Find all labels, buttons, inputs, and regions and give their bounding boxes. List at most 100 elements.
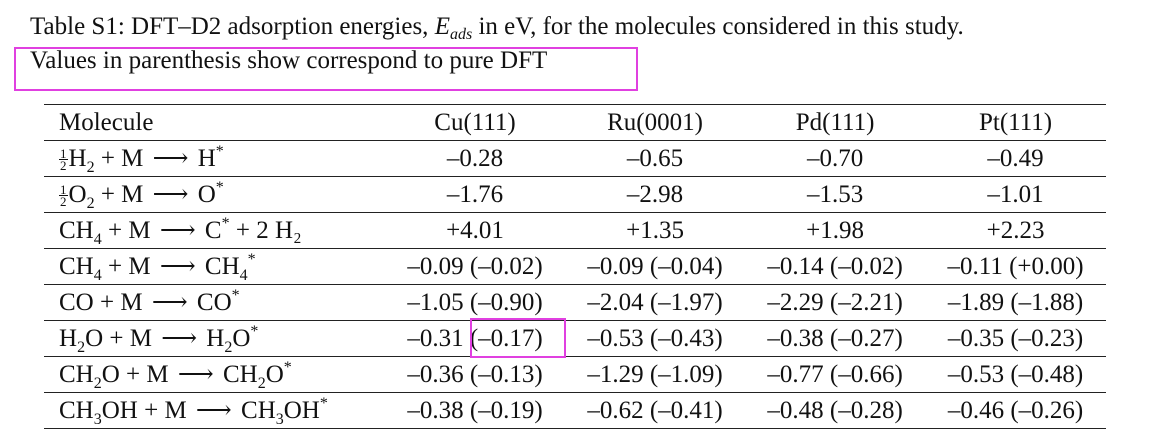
fraction-denominator: 2 xyxy=(60,194,67,210)
product-subscript: 3 xyxy=(275,410,284,428)
reaction-middle: + M xyxy=(119,360,175,388)
product-tail: O xyxy=(265,360,284,388)
reaction-cell: CO + M ⟶ CO* xyxy=(44,284,385,321)
adsorbed-marker: * xyxy=(231,286,240,304)
table-caption: Table S1: DFT–D2 adsorption energies, Ea… xyxy=(30,10,1120,78)
value-ru0001: +1.35 xyxy=(565,212,746,249)
reactant: O xyxy=(68,180,87,208)
reaction-cell: CH3OH + M ⟶ CH3OH* xyxy=(44,392,385,429)
value-ru0001: –2.04 (–1.97) xyxy=(565,284,746,321)
reactant-subscript: 2 xyxy=(86,158,95,176)
table-row: CH2O + M ⟶ CH2O* –0.36 (–0.13) –1.29 (–1.0… xyxy=(44,356,1106,393)
reaction-arrow: ⟶ xyxy=(151,288,188,316)
value-pd111: –0.14 (–0.02) xyxy=(745,248,926,285)
reaction-arrow: ⟶ xyxy=(195,396,232,424)
table-row: CH4 + M ⟶ CH4* –0.09 (–0.02) –0.09 (–0.04)… xyxy=(44,248,1106,285)
fraction-numerator: 1 xyxy=(59,146,68,162)
reactant-subscript: 2 xyxy=(86,194,95,212)
caption-text: Table S1: DFT–D2 adsorption energies, xyxy=(30,13,435,40)
value-pd111: –0.70 xyxy=(745,140,926,177)
caption-line-1: Table S1: DFT–D2 adsorption energies, Ea… xyxy=(30,10,1120,44)
reaction-arrow: ⟶ xyxy=(152,180,189,208)
value-ru0001: –1.29 (–1.09) xyxy=(565,356,746,393)
reactant: CH xyxy=(59,360,94,388)
product-subscript: 2 xyxy=(224,338,233,356)
reactant-tail: O xyxy=(101,360,120,388)
product: H xyxy=(200,324,225,352)
adsorbed-marker: * xyxy=(221,214,230,232)
adsorbed-marker: * xyxy=(250,322,259,340)
reactant-tail: OH xyxy=(101,396,138,424)
product: H xyxy=(191,144,216,172)
adsorption-energy-table: Molecule Cu(111) Ru(0001) Pd(111) Pt(111… xyxy=(44,104,1106,429)
value-pd111: –0.77 (–0.66) xyxy=(745,356,926,393)
reactant-subscript: 2 xyxy=(93,374,102,392)
header-row: Molecule Cu(111) Ru(0001) Pd(111) Pt(111… xyxy=(44,104,1106,141)
reactant-subscript: 4 xyxy=(93,266,102,284)
reaction-cell: CH4 + M ⟶ C* + 2 H₂ xyxy=(44,212,385,249)
reaction-middle: + M xyxy=(101,252,157,280)
value-ru0001: –0.53 (–0.43) xyxy=(565,320,746,357)
reaction-middle: + M xyxy=(101,216,157,244)
product-tail: O xyxy=(232,324,251,352)
reaction-cell: CH4 + M ⟶ CH4* xyxy=(44,248,385,285)
value-cu111: –1.76 xyxy=(385,176,566,213)
value-pd111: +1.98 xyxy=(745,212,926,249)
reaction-middle: + M xyxy=(94,144,150,172)
reaction-arrow: ⟶ xyxy=(177,360,214,388)
table-row: CO + M ⟶ CO* –1.05 (–0.90) –2.04 (–1.97) –2… xyxy=(44,284,1106,321)
adsorbed-marker: * xyxy=(319,394,328,412)
adsorbed-marker: * xyxy=(247,250,256,268)
value-pd111: –0.48 (–0.28) xyxy=(745,392,926,429)
adsorbed-marker: * xyxy=(283,358,292,376)
reaction-cell: 1 2 H2 + M ⟶ H* xyxy=(44,140,385,177)
header-pd111: Pd(111) xyxy=(745,104,926,141)
product: CO xyxy=(190,288,232,316)
value-cu111: –1.05 (–0.90) xyxy=(385,284,566,321)
cell-highlight-box xyxy=(470,318,566,358)
value-cu111: –0.31 (–0.17) xyxy=(385,320,566,357)
table-row: H2O + M ⟶ H2O* –0.31 (–0.17) –0.53 (–0.43)… xyxy=(44,320,1106,357)
value-cu111: +4.01 xyxy=(385,212,566,249)
reaction-middle: + M xyxy=(94,180,150,208)
product-tail: OH xyxy=(283,396,320,424)
product-subscript: 4 xyxy=(239,266,248,284)
fraction-denominator: 2 xyxy=(60,158,67,174)
value-pt111: –1.01 xyxy=(925,176,1106,213)
reaction-middle: + M xyxy=(103,324,159,352)
table-row: 1 2 H2 + M ⟶ H* –0.28 –0.65 –0.70 –0.49 xyxy=(44,140,1106,177)
value-pt111: –0.53 (–0.48) xyxy=(925,356,1106,393)
product: C xyxy=(198,216,222,244)
value-ru0001: –2.98 xyxy=(565,176,746,213)
value-ru0001: –0.62 (–0.41) xyxy=(565,392,746,429)
reactant-subscript: 3 xyxy=(93,410,102,428)
reactant-subscript: 2 xyxy=(77,338,86,356)
value-pt111: –0.11 (+0.00) xyxy=(925,248,1106,285)
energy-symbol-subscript: ads xyxy=(449,26,473,43)
reactant: CH xyxy=(59,252,94,280)
table-row: CH3OH + M ⟶ CH3OH* –0.38 (–0.19) –0.62 (–0… xyxy=(44,392,1106,429)
reaction-cell: H2O + M ⟶ H2O* xyxy=(44,320,385,357)
reactant-tail: O xyxy=(85,324,104,352)
table-row: CH4 + M ⟶ C* + 2 H₂ +4.01 +1.35 +1.98 +2.23 xyxy=(44,212,1106,249)
value-pd111: –0.38 (–0.27) xyxy=(745,320,926,357)
value-ru0001: –0.65 xyxy=(565,140,746,177)
adsorbed-marker: * xyxy=(215,142,224,160)
value-cu111: –0.36 (–0.13) xyxy=(385,356,566,393)
header-molecule: Molecule xyxy=(44,104,385,141)
reaction-cell: 1 2 O2 + M ⟶ O* xyxy=(44,176,385,213)
header-pt111: Pt(111) xyxy=(925,104,1106,141)
product: O xyxy=(191,180,216,208)
value-pt111: +2.23 xyxy=(925,212,1106,249)
reaction-extra: + 2 H₂ xyxy=(229,216,302,244)
value-ru0001: –0.09 (–0.04) xyxy=(565,248,746,285)
reactant: CH xyxy=(59,396,94,424)
energy-symbol-letter: E xyxy=(434,13,450,40)
reaction-middle: + M xyxy=(137,396,193,424)
product: CH xyxy=(234,396,276,424)
reaction-arrow: ⟶ xyxy=(161,324,198,352)
value-pt111: –1.89 (–1.88) xyxy=(925,284,1106,321)
reaction-arrow: ⟶ xyxy=(159,252,196,280)
